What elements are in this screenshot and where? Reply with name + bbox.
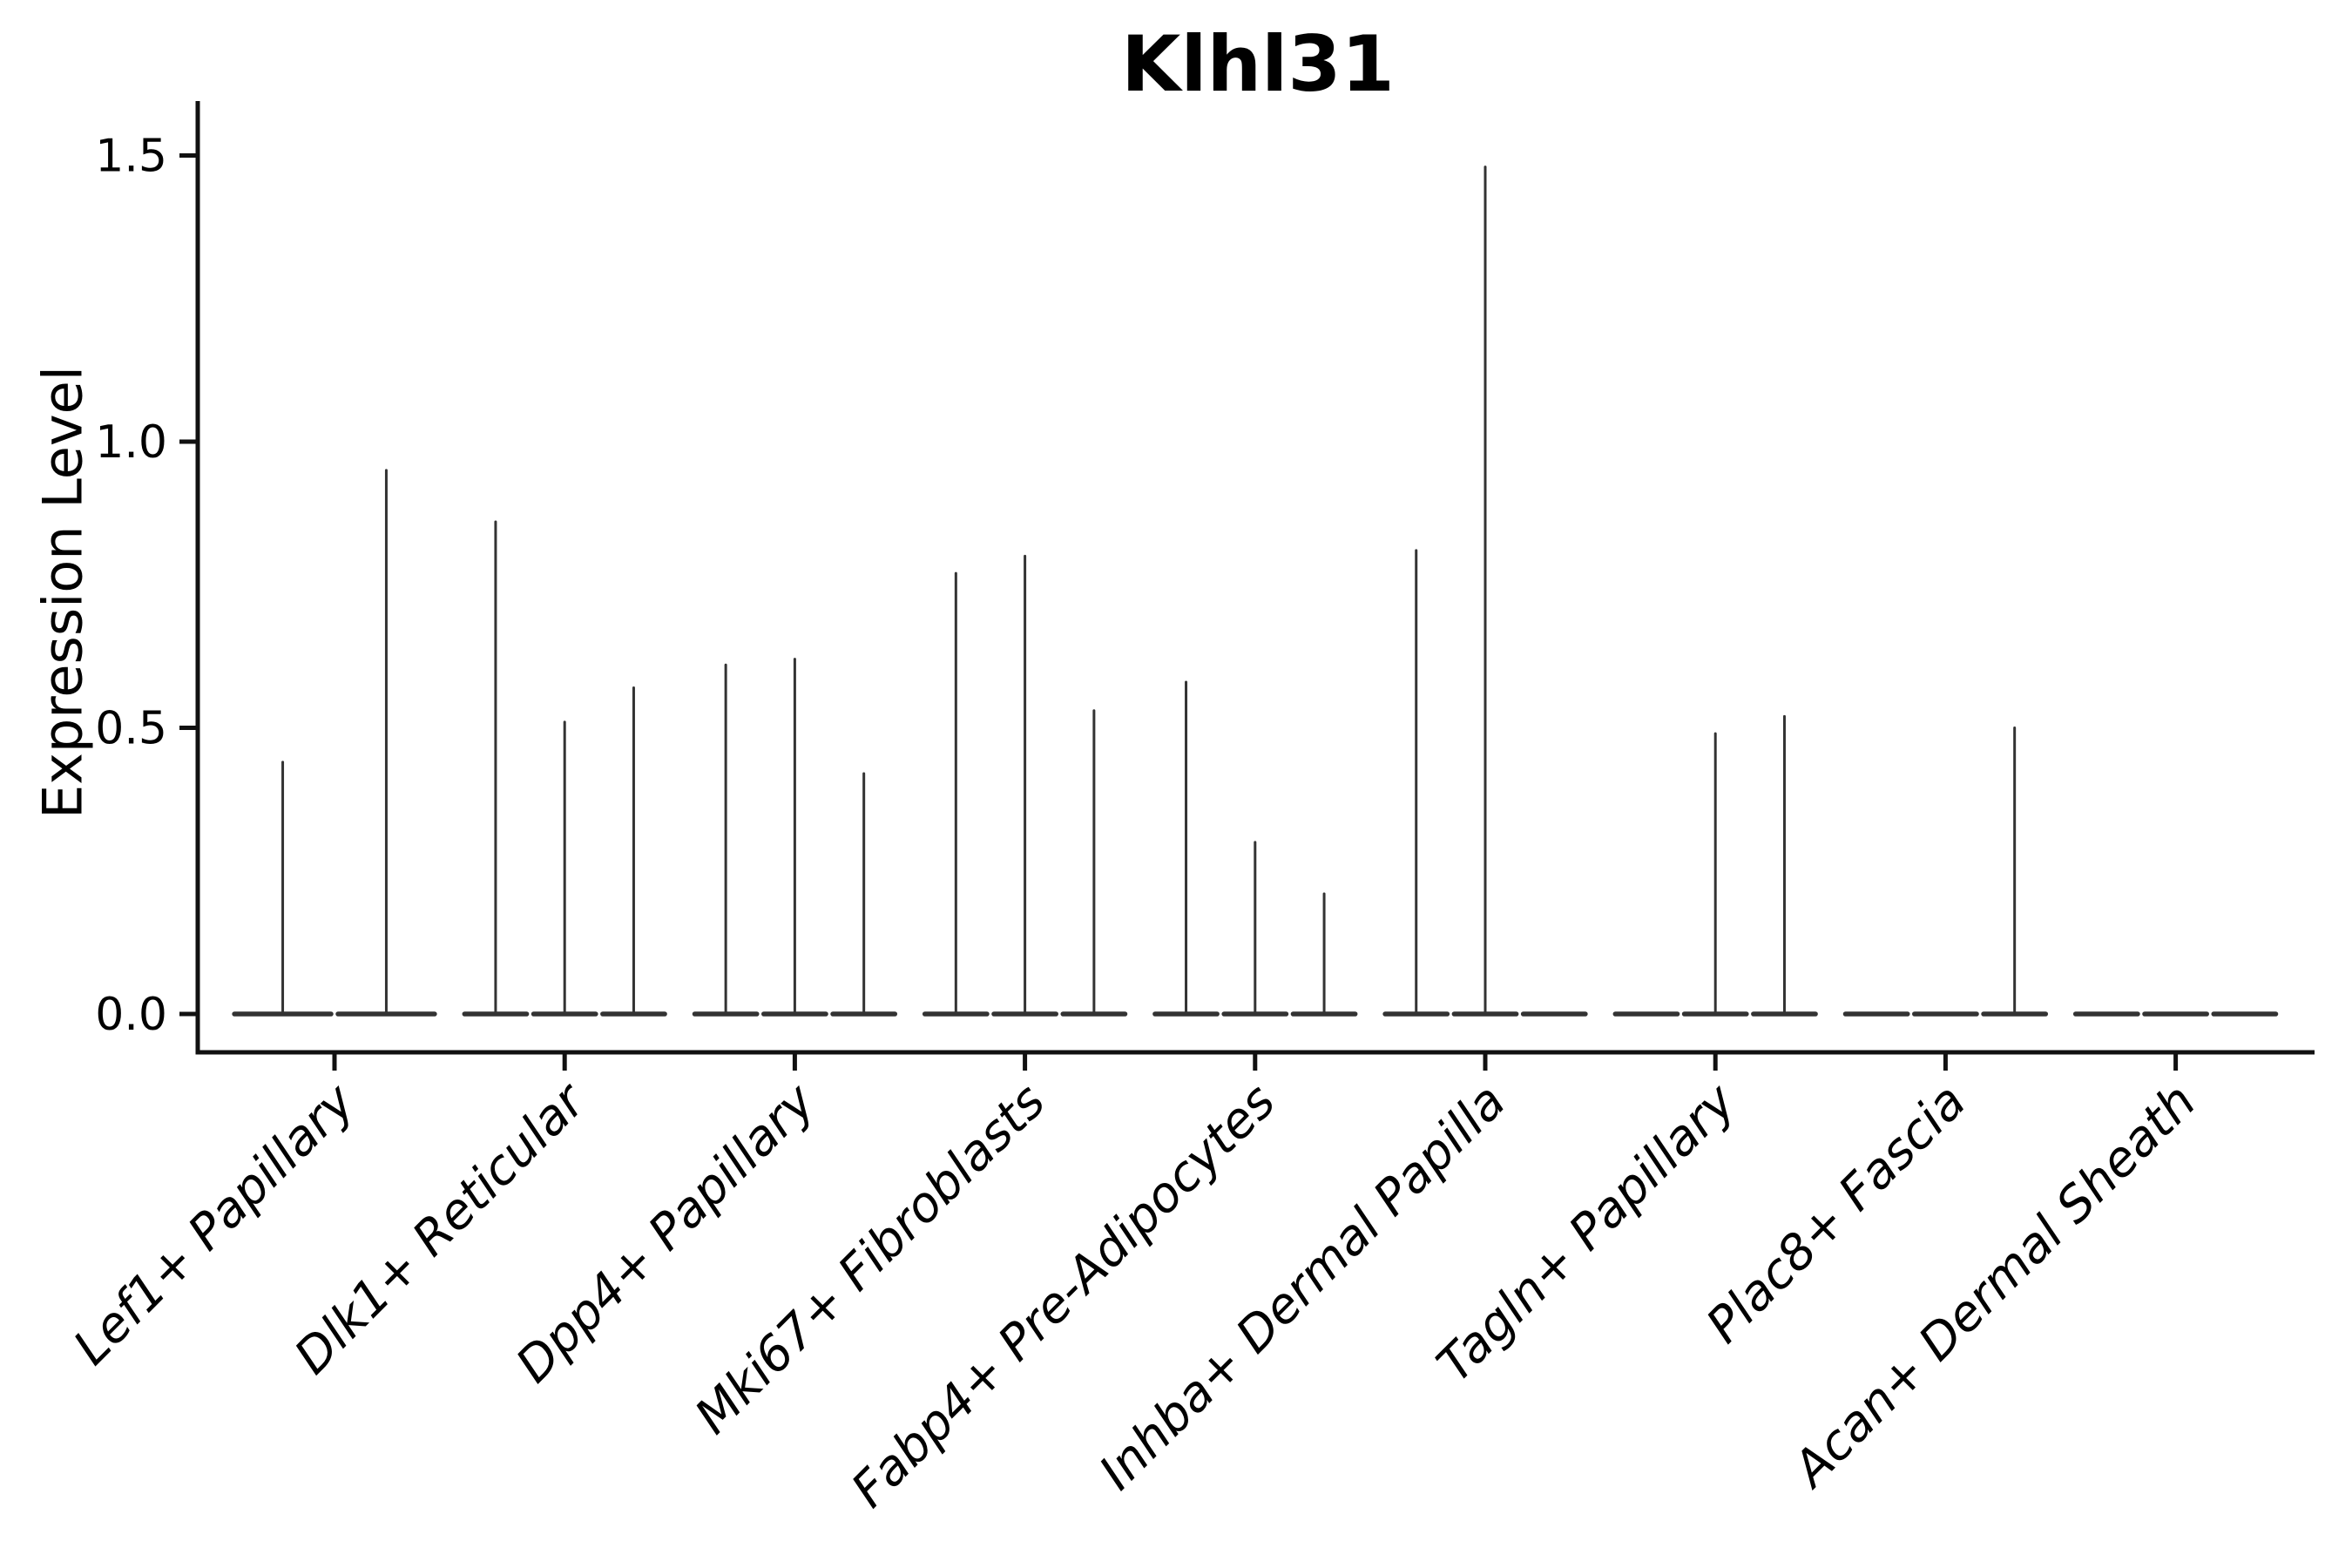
y-tick-label: 1.5 [95, 131, 167, 183]
x-tick-label: Fabp4+ Pre-Adipocytes [841, 1073, 1286, 1518]
plot-title: Klhl31 [1121, 19, 1395, 109]
x-tick-label: Inhba+ Dermal Papilla [1089, 1073, 1517, 1501]
y-tick-label: 0.0 [95, 989, 167, 1041]
x-tick-label: Acan+ Dermal Sheath [1781, 1073, 2207, 1499]
y-tick-label: 0.5 [95, 703, 167, 755]
y-tick-label: 1.0 [95, 416, 167, 469]
